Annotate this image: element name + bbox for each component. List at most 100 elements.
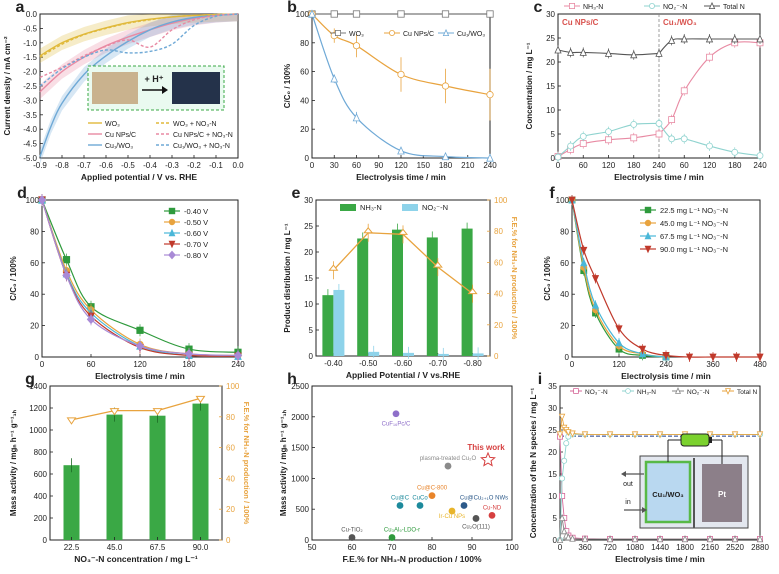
legend-label: -0.70 V: [184, 240, 208, 249]
point-label: Cu@Cu₂₊₁O NWs: [460, 496, 508, 502]
cathode-label: Cu₁/WO₃: [652, 490, 684, 499]
legend-marker: [334, 29, 341, 36]
y-tick-label: 30: [304, 196, 313, 205]
data-point: [581, 431, 589, 439]
point-label: Cu-TiO₂: [341, 528, 363, 534]
legend-label: -0.50 V: [184, 218, 208, 227]
data-point: [606, 431, 614, 439]
x-tick-label: -0.40: [324, 359, 343, 368]
data-point: [567, 142, 575, 150]
x-axis-label: Electrolysis time / min: [356, 172, 446, 182]
legend-marker: [388, 29, 395, 36]
data-point: [568, 196, 576, 205]
data-point: [591, 275, 600, 283]
point-label: Cu@C: [391, 496, 410, 502]
y-tick-label: -3.5: [23, 111, 37, 120]
data-point: [233, 350, 243, 361]
point-label: Cu-ND: [483, 505, 502, 511]
data-point: [604, 48, 613, 57]
data-point: [630, 50, 638, 59]
data-point: [554, 45, 562, 54]
x-tick-label: 60: [348, 543, 357, 552]
y-tick-label: 1500: [291, 444, 309, 453]
x-tick-label: 180: [182, 360, 196, 369]
y2-tick-label: 20: [226, 505, 235, 514]
y-tick-label: 100: [26, 196, 40, 205]
point-label: Ir-Cu NPs: [439, 514, 465, 520]
data-point: [668, 116, 676, 123]
segment-label: Cu₁/WO₃: [663, 18, 697, 27]
y-tick-label: 30: [546, 10, 555, 19]
y-tick-label: 35: [548, 382, 557, 391]
fe-point: [109, 408, 120, 416]
y-tick-label: 20: [300, 125, 309, 134]
data-point: [558, 413, 566, 421]
series-line: [39, 13, 239, 157]
panel-e: e 0 5 10 15 20 25 30 0 20 40 60 80 100 Applied Potenti…: [283, 185, 519, 380]
x-tick-label: 0: [310, 161, 315, 170]
data-point: [732, 353, 741, 362]
x-axis-label: Applied Potential / V vs.RHE: [346, 370, 461, 380]
inset-photo-after: [172, 72, 220, 104]
data-point: [472, 515, 480, 522]
y2-tick-label: 100: [226, 382, 240, 391]
legend-label: Cu NPs/C + NO₃-N: [173, 132, 233, 139]
series-line: [39, 13, 239, 79]
x-tick-label: 720: [603, 543, 617, 552]
x-tick-label: -0.50: [359, 359, 378, 368]
legend-marker: [168, 218, 176, 226]
panel-h: h50 60 70 80 90 10005001000150020002500F.E.% …: [279, 371, 519, 564]
data-point: [559, 475, 566, 482]
data-point: [656, 431, 664, 439]
data-point: [136, 326, 144, 334]
legend-label: 45.0 mg L⁻¹ NO₃⁻-N: [660, 219, 728, 228]
x-tick-label: 90.0: [193, 543, 209, 552]
y-tick-label: 60: [560, 259, 569, 268]
inset-arrowhead: [162, 86, 168, 94]
data-point: [308, 9, 316, 18]
y2-tick-label: 40: [226, 474, 235, 483]
data-point: [705, 34, 714, 43]
y2-axis-label: F.E.% for NH₃-N production / 100%: [242, 402, 251, 525]
x-axis-label: F.E.% for NH₃-N production / 100%: [343, 554, 482, 564]
x-tick-label: -0.1: [209, 161, 223, 170]
data-point: [416, 502, 424, 509]
x-tick-label: 1800: [676, 543, 694, 552]
fe-point: [328, 264, 339, 271]
legend-marker: [573, 388, 579, 394]
data-point: [460, 502, 468, 509]
data-point: [631, 431, 639, 439]
x-tick-label: -0.5: [121, 161, 135, 170]
panel-f: f 0 120 240 360 480 0 20 40 60 80 100 Electrolysis t…: [543, 185, 767, 381]
legend-marker: [442, 28, 450, 36]
flow-in-arrow: [642, 507, 647, 513]
legend-marker: [649, 3, 656, 9]
data-point: [580, 246, 588, 255]
panel-letter: f: [549, 185, 555, 202]
y-axis-label: Mass activity / mgₙ h⁻¹ g⁻¹₁ₕ: [9, 410, 18, 516]
y2-tick-label: 80: [494, 227, 503, 236]
legend-marker: [625, 388, 631, 394]
flow-out-label: out: [623, 481, 633, 488]
y-tick-label: 0.0: [26, 10, 38, 19]
y2-tick-label: 60: [226, 444, 235, 453]
flow-in-label: in: [625, 499, 631, 506]
y-tick-label: 10: [548, 492, 557, 501]
panel-i: i 0 360 720 1080 1440 1800 2160 2520 2880 0 5 10 15 20…: [529, 371, 769, 564]
y-tick-label: 20: [548, 448, 557, 457]
data-point: [756, 152, 764, 160]
cell-diagram: Cu₁/WO₃ Pt out in: [621, 433, 749, 529]
x-tick-label: -0.7: [77, 161, 91, 170]
data-point: [655, 130, 663, 138]
legend-label: NH₃-N: [583, 4, 603, 11]
legend-swatch: [340, 204, 356, 211]
x-tick-label: -0.2: [187, 161, 201, 170]
data-point: [441, 151, 450, 161]
legend-marker: [724, 388, 732, 395]
x-tick-label: 360: [706, 360, 720, 369]
legend-marker: [644, 219, 652, 227]
y-axis-label: C/C₀ / 100%: [543, 256, 552, 301]
y-axis-label: Concentration of the N species / mg L⁻¹: [529, 387, 538, 538]
data-point: [441, 82, 450, 90]
y-axis-label: Current density / mA cm⁻²: [3, 36, 12, 135]
